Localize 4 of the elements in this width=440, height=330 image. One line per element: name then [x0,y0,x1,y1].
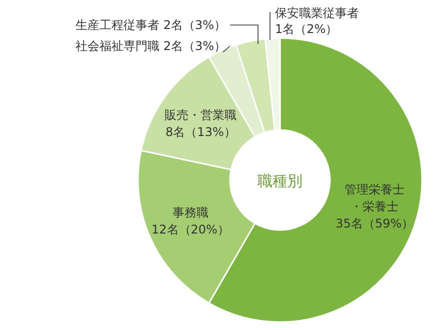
data-label: 1名（2%） [275,22,338,36]
slice-label: 保安職業従事者 [275,6,359,20]
title: 職種別 [258,172,302,190]
slice-label: 生産工程従事者 2名（3%） [76,18,226,32]
